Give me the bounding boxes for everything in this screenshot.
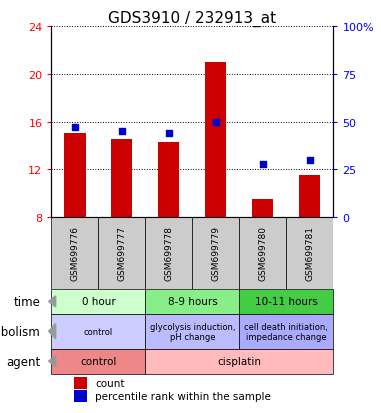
Text: time: time <box>13 295 40 308</box>
Bar <box>74 390 86 402</box>
Text: GSM699776: GSM699776 <box>70 226 79 281</box>
Bar <box>74 377 86 389</box>
FancyBboxPatch shape <box>239 314 333 349</box>
Bar <box>111 140 133 218</box>
Text: percentile rank within the sample: percentile rank within the sample <box>95 392 271 401</box>
Text: 0 hour: 0 hour <box>82 297 115 306</box>
FancyBboxPatch shape <box>146 218 192 289</box>
Text: cisplatin: cisplatin <box>218 356 261 366</box>
FancyBboxPatch shape <box>146 349 333 374</box>
Text: 10-11 hours: 10-11 hours <box>255 297 318 306</box>
Text: GSM699778: GSM699778 <box>165 226 173 281</box>
Bar <box>64 134 85 218</box>
Bar <box>205 63 226 218</box>
FancyBboxPatch shape <box>51 349 146 374</box>
Title: GDS3910 / 232913_at: GDS3910 / 232913_at <box>108 11 277 27</box>
Text: count: count <box>95 378 125 388</box>
Text: agent: agent <box>6 355 40 368</box>
Text: control: control <box>80 356 117 366</box>
Polygon shape <box>49 356 56 367</box>
FancyBboxPatch shape <box>239 289 333 314</box>
Text: GSM699777: GSM699777 <box>117 226 126 281</box>
Point <box>119 128 125 135</box>
FancyBboxPatch shape <box>239 218 287 289</box>
Polygon shape <box>49 296 56 307</box>
Point <box>307 157 313 164</box>
Bar <box>158 142 179 218</box>
FancyBboxPatch shape <box>51 218 98 289</box>
FancyBboxPatch shape <box>192 218 239 289</box>
FancyBboxPatch shape <box>146 289 239 314</box>
Polygon shape <box>49 324 56 339</box>
Text: GSM699779: GSM699779 <box>211 226 220 281</box>
FancyBboxPatch shape <box>51 289 146 314</box>
Text: cell death initiation,
impedance change: cell death initiation, impedance change <box>245 322 328 341</box>
Bar <box>252 200 274 218</box>
FancyBboxPatch shape <box>98 218 146 289</box>
Text: metabolism: metabolism <box>0 325 40 338</box>
Text: control: control <box>84 327 113 336</box>
Text: GSM699780: GSM699780 <box>258 226 267 281</box>
Text: GSM699781: GSM699781 <box>306 226 314 281</box>
Text: glycolysis induction,
pH change: glycolysis induction, pH change <box>150 322 235 341</box>
FancyBboxPatch shape <box>146 314 239 349</box>
Point <box>72 125 78 131</box>
Text: 8-9 hours: 8-9 hours <box>168 297 217 306</box>
FancyBboxPatch shape <box>51 314 146 349</box>
Point <box>166 131 172 137</box>
Point <box>260 161 266 168</box>
Bar <box>299 176 320 218</box>
FancyBboxPatch shape <box>287 218 333 289</box>
Point <box>213 119 219 126</box>
